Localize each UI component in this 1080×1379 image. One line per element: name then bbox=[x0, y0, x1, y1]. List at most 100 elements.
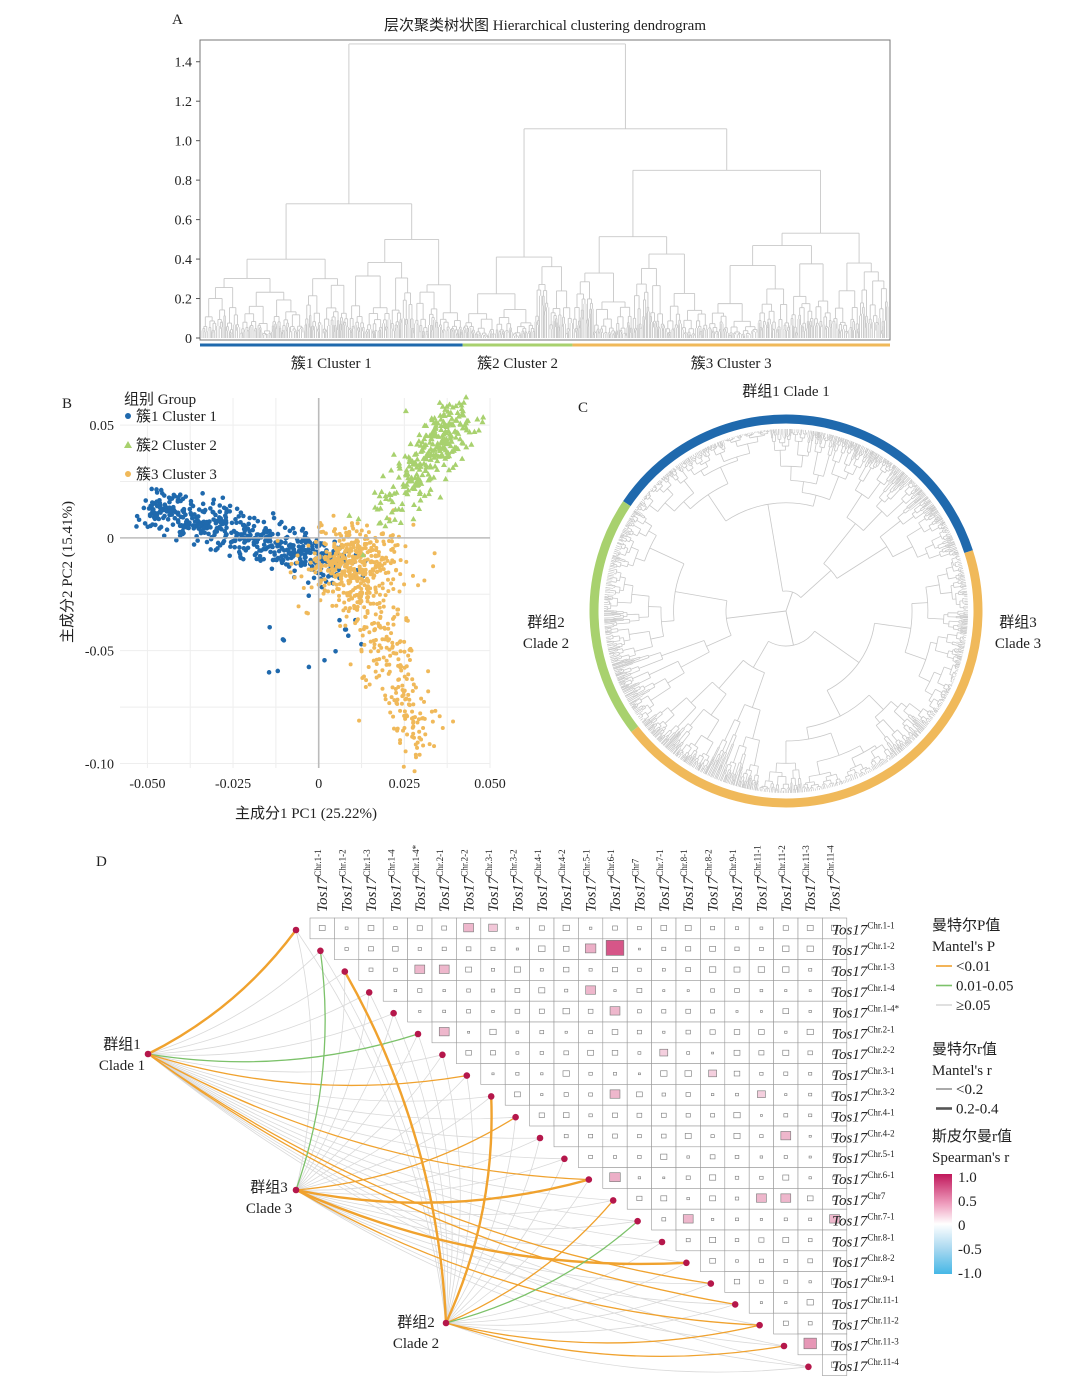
tree-branch bbox=[666, 475, 668, 478]
tree-branch bbox=[685, 463, 688, 467]
tree-branch bbox=[885, 462, 888, 464]
point-cluster1 bbox=[170, 522, 176, 527]
point-cluster3 bbox=[411, 720, 416, 725]
tree-branch bbox=[914, 488, 918, 491]
tree-leaf bbox=[924, 497, 929, 501]
tree-branch bbox=[955, 565, 959, 568]
tree-leaf bbox=[895, 468, 900, 472]
tree-branch bbox=[689, 464, 691, 467]
tree-branch bbox=[947, 546, 951, 549]
point-cluster2 bbox=[355, 515, 362, 522]
point-cluster3 bbox=[427, 742, 432, 747]
tree-branch bbox=[713, 449, 717, 456]
point-cluster1 bbox=[254, 556, 260, 562]
point-cluster1 bbox=[156, 516, 162, 522]
point-cluster3 bbox=[395, 728, 400, 733]
tree-branch bbox=[662, 479, 664, 481]
tree-branch bbox=[651, 490, 654, 493]
point-cluster3 bbox=[322, 577, 327, 582]
tree-branch bbox=[711, 446, 713, 448]
tree-branch bbox=[843, 452, 849, 464]
point-cluster3 bbox=[377, 561, 382, 566]
point-cluster3 bbox=[351, 575, 356, 580]
tree-branch bbox=[854, 456, 857, 459]
tree-branch bbox=[681, 465, 685, 469]
tree-branch bbox=[689, 460, 692, 464]
point-cluster3 bbox=[345, 562, 350, 567]
tree-arc bbox=[834, 449, 837, 452]
point-cluster1 bbox=[227, 503, 233, 509]
point-cluster3 bbox=[384, 645, 389, 650]
point-cluster2 bbox=[463, 427, 470, 433]
tree-leaf bbox=[651, 487, 654, 490]
point-cluster3 bbox=[390, 685, 395, 690]
tree-arc bbox=[797, 454, 809, 457]
point-cluster3 bbox=[367, 540, 372, 545]
point-cluster2 bbox=[445, 422, 452, 428]
point-cluster3 bbox=[398, 639, 403, 644]
point-cluster1 bbox=[269, 566, 275, 572]
tree-arc bbox=[674, 468, 677, 471]
tree-arc bbox=[889, 490, 893, 493]
point-cluster3 bbox=[386, 589, 391, 594]
tree-branch bbox=[951, 557, 957, 560]
cluster-label-2: 簇2 Cluster 2 bbox=[477, 354, 558, 372]
point-cluster1 bbox=[231, 528, 237, 534]
tree-arc bbox=[645, 495, 647, 498]
tree-branch bbox=[882, 460, 884, 463]
tree-leaf bbox=[876, 455, 882, 463]
point-cluster1 bbox=[134, 513, 140, 519]
tree-leaf bbox=[960, 571, 964, 574]
point-cluster1 bbox=[304, 550, 309, 555]
point-cluster1 bbox=[227, 509, 233, 514]
tree-branch bbox=[912, 490, 916, 495]
point-cluster2 bbox=[391, 516, 398, 522]
pca-points bbox=[134, 394, 487, 774]
tree-arc bbox=[875, 464, 878, 467]
tree-branch bbox=[908, 492, 913, 496]
tree-branch bbox=[884, 461, 887, 464]
point-cluster3 bbox=[387, 538, 392, 543]
tree-branch bbox=[942, 550, 946, 553]
point-cluster1 bbox=[232, 544, 238, 550]
point-cluster1 bbox=[255, 518, 261, 524]
tree-branch bbox=[930, 509, 932, 511]
tree-branch bbox=[887, 462, 890, 465]
point-cluster1 bbox=[285, 556, 291, 561]
point-cluster3 bbox=[357, 570, 362, 575]
point-cluster3 bbox=[319, 523, 324, 528]
tree-arc bbox=[954, 562, 957, 567]
tree-branch bbox=[823, 455, 830, 477]
tree-branch bbox=[871, 458, 876, 464]
tree-leaf bbox=[708, 446, 710, 448]
point-cluster3 bbox=[380, 586, 385, 591]
point-cluster1 bbox=[198, 530, 204, 536]
tree-branch bbox=[929, 513, 933, 517]
point-cluster3 bbox=[401, 692, 406, 697]
point-cluster3 bbox=[412, 769, 417, 774]
tree-leaf bbox=[854, 442, 857, 447]
tree-branch bbox=[945, 550, 950, 553]
tree-leaf bbox=[817, 431, 819, 439]
point-cluster1 bbox=[277, 521, 282, 527]
tree-branch bbox=[913, 504, 921, 510]
tree-branch bbox=[917, 494, 919, 496]
tree-branch bbox=[942, 538, 944, 540]
tree-leaf bbox=[637, 504, 640, 507]
point-cluster1 bbox=[286, 547, 291, 553]
tree-branch bbox=[682, 470, 688, 479]
point-cluster3 bbox=[367, 682, 372, 687]
tree-arc bbox=[671, 472, 674, 474]
tree-branch bbox=[814, 443, 817, 452]
point-cluster3 bbox=[397, 589, 402, 594]
tree-branch bbox=[896, 477, 899, 480]
tree-branch bbox=[889, 483, 897, 491]
point-cluster3 bbox=[411, 702, 416, 707]
tree-leaf bbox=[865, 449, 871, 458]
point-cluster3 bbox=[365, 595, 370, 600]
point-cluster3 bbox=[380, 532, 385, 537]
tree-branch bbox=[865, 450, 868, 453]
tree-arc bbox=[906, 506, 909, 509]
circular-tree-branches bbox=[603, 428, 968, 793]
point-cluster3 bbox=[333, 574, 338, 579]
